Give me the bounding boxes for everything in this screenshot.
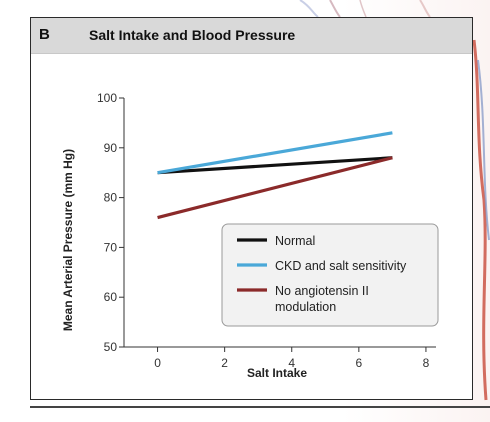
bottom-rule <box>30 406 490 408</box>
y-tick-label: 70 <box>104 240 118 254</box>
legend-label: No angiotensin II modulation <box>275 284 369 314</box>
x-axis: 0 2 4 6 8 <box>124 346 436 370</box>
y-tick-label: 80 <box>104 191 118 205</box>
legend-items: Normal CKD and salt sensitivity No angiote… <box>237 234 407 314</box>
x-tick-label: 2 <box>221 356 228 370</box>
y-tick-label: 100 <box>97 91 117 105</box>
legend: Normal CKD and salt sensitivity No angiote… <box>221 223 439 327</box>
y-tick-label: 50 <box>104 340 118 354</box>
panel-header: B Salt Intake and Blood Pressure <box>31 18 472 54</box>
x-tick-label: 8 <box>423 356 430 370</box>
legend-label: Normal <box>275 234 315 248</box>
y-tick-label: 90 <box>104 141 118 155</box>
chart-panel: B Salt Intake and Blood Pressure 50 60 70 8… <box>30 17 473 400</box>
line-chart: 50 60 70 80 90 100 0 2 4 6 8 Mean Arterial Pressu… <box>61 91 439 380</box>
y-axis-label: Mean Arterial Pressure (mm Hg) <box>61 149 75 331</box>
x-tick-label: 4 <box>288 356 295 370</box>
x-tick-label: 6 <box>355 356 362 370</box>
series-lines <box>157 131 393 220</box>
y-tick-label: 60 <box>104 290 118 304</box>
series-line-3 <box>157 156 393 220</box>
series-line-1 <box>157 156 393 175</box>
series-line-2 <box>157 131 393 175</box>
y-axis: 50 60 70 80 90 100 <box>97 91 125 354</box>
legend-label: CKD and salt sensitivity <box>275 259 407 273</box>
x-tick-label: 0 <box>154 356 161 370</box>
x-axis-label: Salt Intake <box>247 366 307 380</box>
panel-letter: B <box>39 26 50 43</box>
panel-title: Salt Intake and Blood Pressure <box>89 27 296 43</box>
legend-box <box>221 223 439 327</box>
